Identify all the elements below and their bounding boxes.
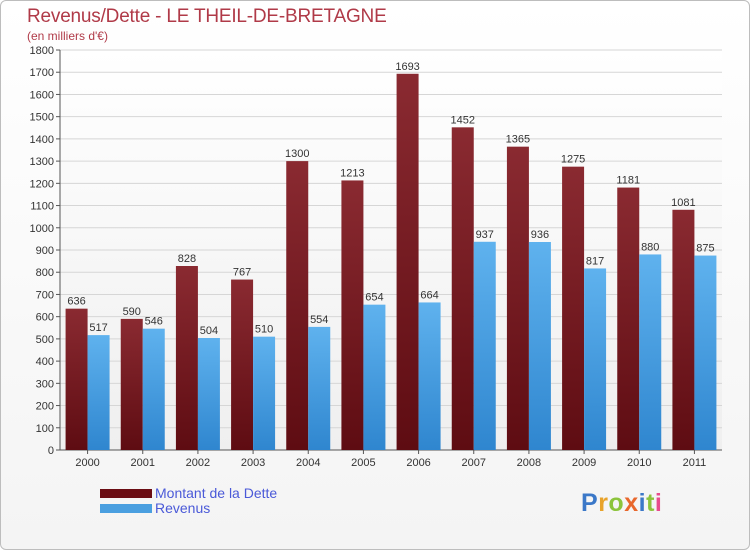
data-label-revenus: 510 — [255, 324, 273, 336]
y-tick-label: 0 — [48, 445, 54, 457]
y-tick-label: 1400 — [30, 134, 54, 146]
x-tick-label: 2010 — [627, 457, 651, 469]
bar-revenus — [418, 302, 441, 450]
bar-revenus — [528, 242, 551, 450]
y-tick-label: 100 — [36, 423, 54, 435]
data-label-revenus: 875 — [696, 243, 714, 255]
x-tick-label: 2009 — [572, 457, 596, 469]
data-label-revenus: 664 — [420, 289, 438, 301]
y-tick-label: 1500 — [30, 112, 54, 124]
data-label-dette: 636 — [67, 296, 85, 308]
x-tick-label: 2004 — [296, 457, 320, 469]
legend-swatch-debt — [100, 489, 152, 498]
bar-revenus — [197, 338, 220, 450]
bar-revenus — [363, 304, 386, 450]
logo-letter: x — [624, 489, 639, 517]
y-tick-label: 1800 — [30, 45, 54, 57]
logo-letter: P — [581, 489, 599, 517]
data-label-dette: 1275 — [561, 154, 585, 166]
logo-letter: i — [638, 489, 647, 517]
x-tick-label: 2007 — [462, 457, 486, 469]
bar-dette — [65, 308, 88, 450]
y-tick-label: 600 — [36, 312, 54, 324]
data-label-revenus: 504 — [200, 325, 218, 337]
bar-dette — [617, 187, 640, 451]
bar-dette — [341, 180, 364, 450]
logo-letter: o — [608, 489, 625, 517]
bar-dette — [672, 209, 695, 450]
y-tick-label: 400 — [36, 356, 54, 368]
data-label-revenus: 936 — [531, 229, 549, 241]
x-tick-label: 2005 — [351, 457, 375, 469]
logo-letter: i — [654, 489, 663, 517]
x-tick-label: 2003 — [241, 457, 265, 469]
bar-revenus — [639, 254, 662, 450]
y-tick-label: 1300 — [30, 156, 54, 168]
y-tick-label: 1000 — [30, 223, 54, 235]
x-tick-label: 2011 — [683, 457, 707, 469]
y-tick-label: 1200 — [30, 178, 54, 190]
legend-label-revenus: Revenus — [155, 500, 211, 516]
logo-letter: r — [598, 489, 609, 517]
y-tick-label: 1700 — [30, 67, 54, 79]
y-tick-label: 700 — [36, 289, 54, 301]
data-label-revenus: 554 — [310, 314, 328, 326]
logo-letter: t — [646, 489, 655, 517]
data-label-dette: 767 — [233, 267, 251, 279]
proxiti-logo: Proxiti — [581, 489, 662, 518]
legend-swatch-revenus — [100, 504, 152, 513]
data-label-revenus: 546 — [145, 316, 163, 328]
bar-revenus — [584, 268, 607, 450]
bar-revenus — [87, 335, 110, 450]
data-label-dette: 1452 — [451, 114, 475, 126]
data-label-revenus: 817 — [586, 255, 604, 267]
y-tick-label: 200 — [36, 401, 54, 413]
x-tick-label: 2001 — [131, 457, 155, 469]
data-label-dette: 590 — [123, 306, 141, 318]
y-tick-label: 800 — [36, 267, 54, 279]
data-label-dette: 828 — [178, 253, 196, 265]
data-label-revenus: 517 — [89, 322, 107, 334]
x-tick-label: 2008 — [517, 457, 541, 469]
data-label-revenus: 880 — [641, 241, 659, 253]
legend-label-debt: Montant de la Dette — [155, 485, 278, 501]
bar-dette — [451, 127, 474, 450]
bar-revenus — [142, 328, 165, 450]
bar-dette — [506, 146, 529, 450]
y-tick-label: 500 — [36, 334, 54, 346]
data-label-dette: 1213 — [340, 167, 364, 179]
x-tick-label: 2006 — [406, 457, 430, 469]
bar-dette — [231, 279, 254, 450]
y-tick-label: 300 — [36, 378, 54, 390]
data-label-dette: 1300 — [285, 148, 309, 160]
data-label-dette: 1693 — [395, 61, 419, 73]
bar-dette — [396, 73, 419, 451]
y-tick-label: 1600 — [30, 89, 54, 101]
bar-revenus — [308, 326, 331, 450]
bar-revenus — [473, 241, 496, 450]
chart-subtitle: (en milliers d'€) — [27, 29, 108, 43]
x-tick-label: 2002 — [186, 457, 210, 469]
data-label-revenus: 937 — [476, 229, 494, 241]
data-label-dette: 1181 — [616, 175, 640, 187]
data-label-dette: 1081 — [671, 197, 695, 209]
y-tick-label: 1100 — [30, 201, 54, 213]
bar-dette — [562, 166, 585, 450]
bar-dette — [286, 161, 309, 450]
bar-dette — [120, 318, 143, 450]
x-tick-label: 2000 — [75, 457, 99, 469]
bar-dette — [175, 266, 198, 450]
data-label-revenus: 654 — [365, 292, 383, 304]
data-label-dette: 1365 — [506, 134, 530, 146]
y-tick-label: 900 — [36, 245, 54, 257]
chart-title: Revenus/Dette - LE THEIL-DE-BRETAGNE — [27, 6, 387, 27]
bar-revenus — [253, 336, 276, 450]
bar-revenus — [694, 255, 717, 450]
